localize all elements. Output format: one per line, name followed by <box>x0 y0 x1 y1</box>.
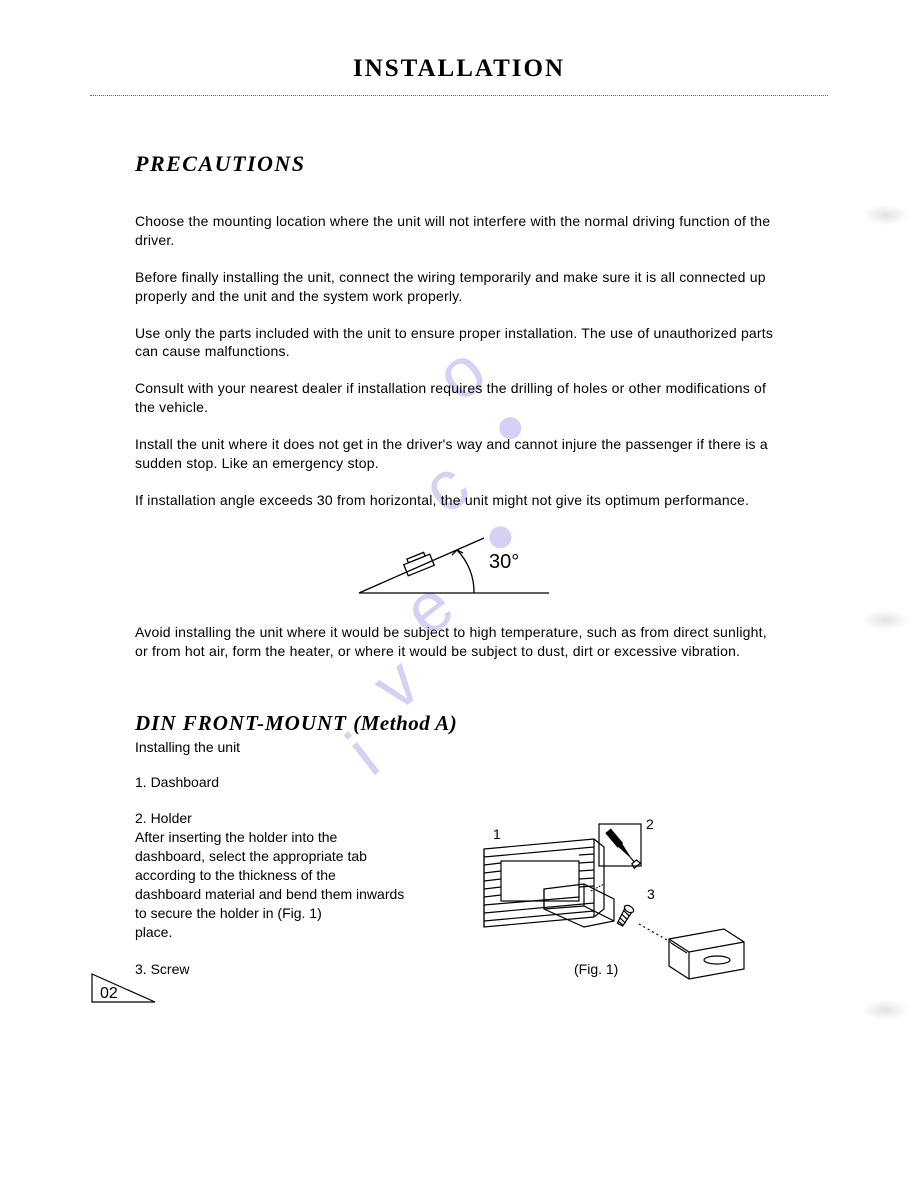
figure-1-diagram: 1 2 3 (Fig. 1) <box>469 809 749 1009</box>
precaution-paragraph: Install the unit where it does not get i… <box>135 435 783 473</box>
header-divider <box>90 95 828 96</box>
figure-label-1: 1 <box>493 826 501 842</box>
page-title: INSTALLATION <box>90 55 828 95</box>
heading-method: (Method A) <box>353 711 457 735</box>
figure-label-2: 2 <box>646 816 654 832</box>
front-mount-subtitle: Installing the unit <box>135 739 783 755</box>
step-2-body: After inserting the holder into the dash… <box>135 829 404 939</box>
figure-caption: (Fig. 1) <box>574 961 618 977</box>
precautions-heading: PRECAUTIONS <box>135 151 783 177</box>
install-step-1: 1. Dashboard <box>135 773 783 792</box>
precaution-paragraph: Use only the parts included with the uni… <box>135 324 783 362</box>
heading-main: DIN FRONT-MOUNT <box>135 711 347 735</box>
scan-artifact <box>863 1000 908 1020</box>
angle-diagram: 30° <box>135 528 783 608</box>
precaution-paragraph: Consult with your nearest dealer if inst… <box>135 379 783 417</box>
step-2-title: 2. Holder <box>135 810 192 826</box>
scan-artifact <box>863 610 908 630</box>
precaution-paragraph: Choose the mounting location where the u… <box>135 212 783 250</box>
precaution-paragraph: If installation angle exceeds 30 from ho… <box>135 491 783 510</box>
precaution-paragraph: Before finally installing the unit, conn… <box>135 268 783 306</box>
precaution-paragraph: Avoid installing the unit where it would… <box>135 623 783 661</box>
install-step-2: 2. Holder After inserting the holder int… <box>135 809 405 941</box>
front-mount-heading: DIN FRONT-MOUNT (Method A) <box>135 711 783 736</box>
install-step-3: 3. Screw <box>135 960 405 979</box>
scan-artifact <box>863 205 908 225</box>
angle-label: 30° <box>489 551 519 573</box>
figure-label-3: 3 <box>647 886 655 902</box>
